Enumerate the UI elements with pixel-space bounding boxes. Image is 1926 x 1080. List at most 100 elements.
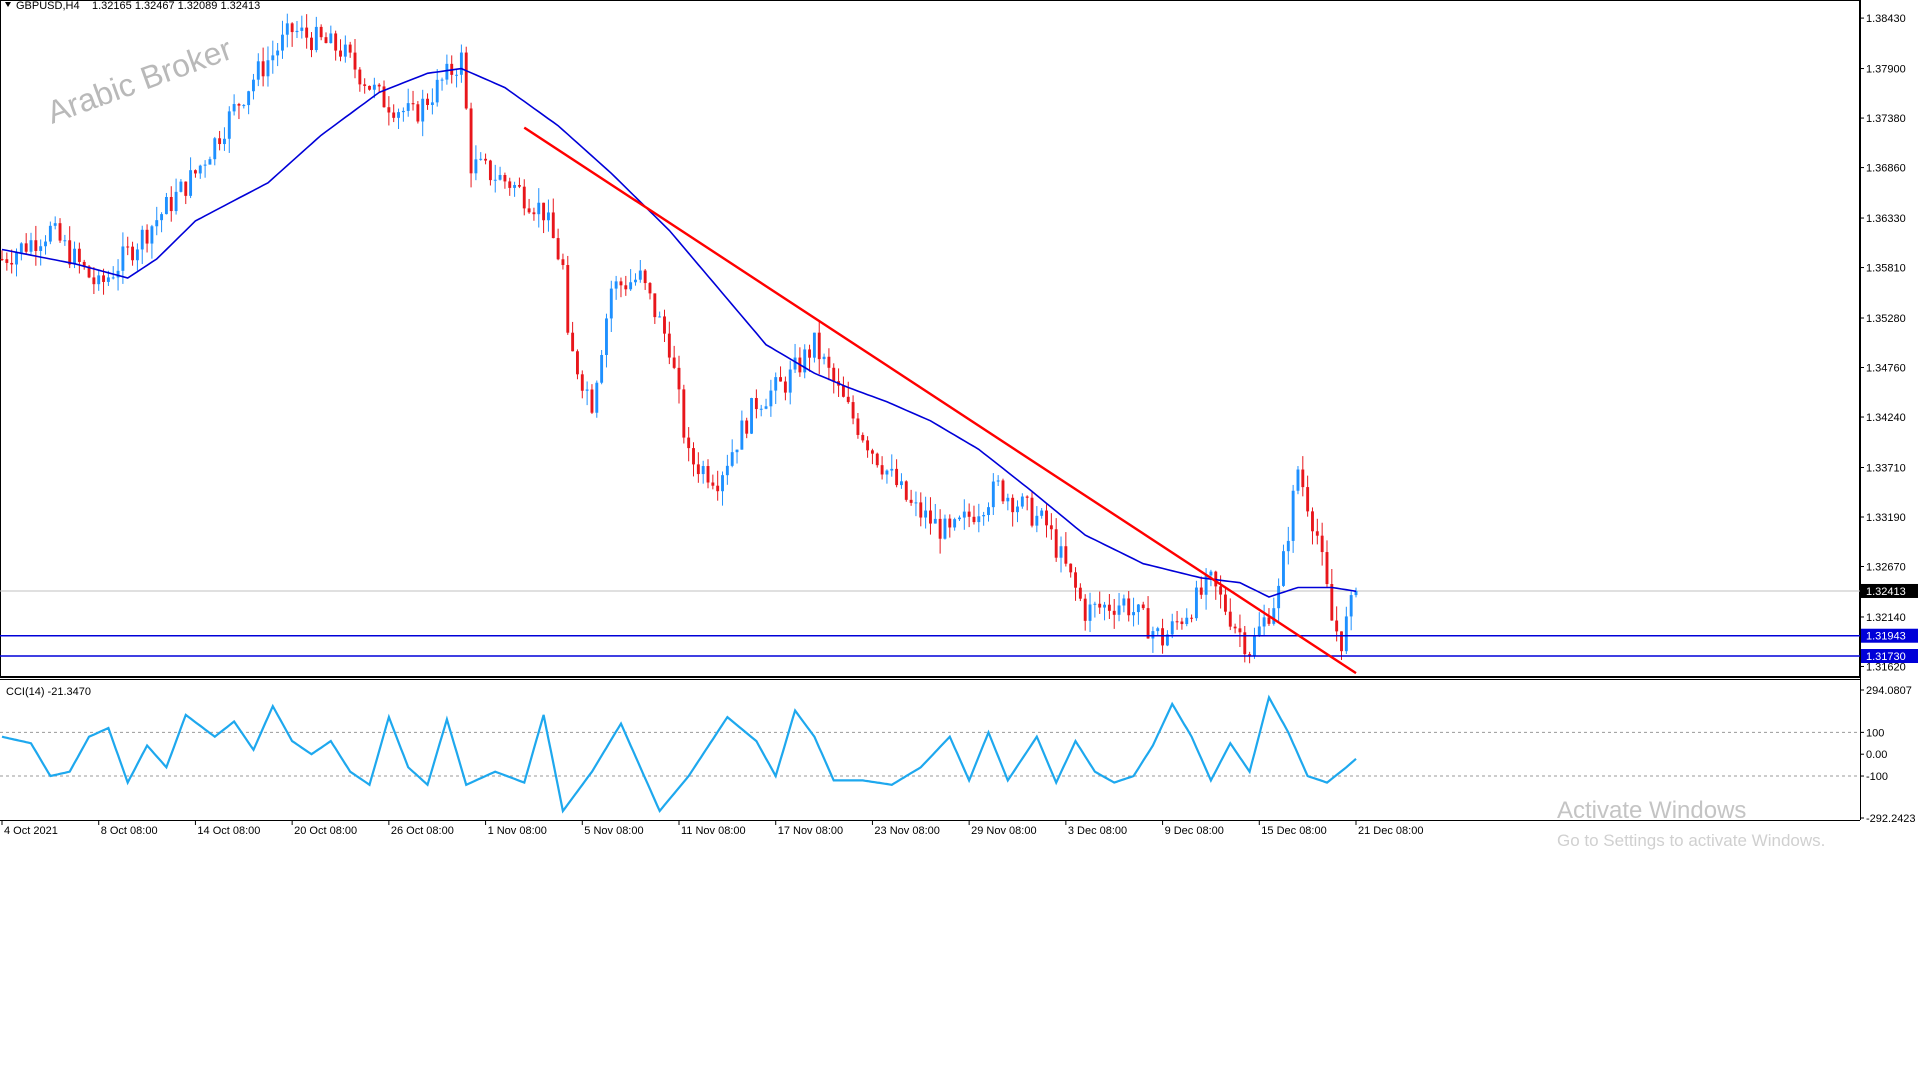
candle-body	[1078, 587, 1082, 599]
candle	[571, 321, 575, 352]
price-tick-label: 1.33190	[1866, 512, 1906, 524]
candle	[416, 101, 420, 124]
candle	[754, 389, 758, 419]
candle	[1025, 495, 1029, 511]
candle-body	[711, 482, 715, 486]
candle	[513, 181, 517, 197]
candle	[1257, 612, 1261, 638]
candle-body	[653, 293, 657, 318]
candle-body	[363, 84, 367, 86]
price-tick-label: 1.37380	[1866, 113, 1906, 125]
downtrend-line	[523, 126, 1357, 675]
candle-body	[266, 60, 270, 77]
candle	[131, 241, 135, 266]
candle-body	[314, 26, 318, 51]
candle-body	[1311, 511, 1314, 532]
chart-menu-triangle-icon[interactable]	[5, 2, 11, 7]
candle	[1248, 651, 1252, 664]
candle-body	[1257, 626, 1261, 636]
candle-body	[1146, 608, 1150, 639]
candle	[750, 397, 753, 435]
candle-body	[382, 86, 386, 108]
candle-body	[1064, 546, 1068, 564]
candle-body	[672, 357, 676, 368]
candle	[667, 321, 671, 365]
candle	[551, 198, 555, 239]
candle-body	[488, 160, 492, 181]
candle-body	[1219, 586, 1223, 595]
support-price-badge	[1861, 649, 1918, 664]
candle-body	[126, 246, 130, 248]
candle-body	[962, 511, 966, 518]
candle-body	[324, 37, 328, 44]
candle-body	[68, 240, 72, 265]
candle-body	[885, 470, 889, 475]
price-tick-label: 1.35810	[1866, 263, 1906, 275]
candle-body	[97, 275, 101, 285]
moving-average-series	[1, 67, 1357, 598]
candle-body	[1277, 585, 1281, 609]
candle	[527, 198, 531, 214]
candle-body	[788, 369, 792, 393]
time-tick-label: 8 Oct 08:00	[101, 825, 158, 837]
time-axis: 4 Oct 2021 8 Oct 08:00 14 Oct 08:00 20 Oct …	[1, 820, 1423, 837]
candle	[0, 250, 4, 261]
candle-body	[24, 243, 28, 252]
candle	[788, 360, 792, 405]
candle-body	[576, 351, 579, 375]
candle	[880, 456, 884, 480]
candle	[203, 160, 207, 178]
candle	[851, 395, 855, 425]
candle	[846, 381, 850, 404]
candle	[929, 497, 932, 535]
candle-body	[213, 138, 217, 160]
candle-body	[914, 502, 918, 504]
candle	[1277, 578, 1281, 623]
candle-body	[1238, 628, 1242, 633]
candle	[643, 268, 647, 290]
candle	[353, 38, 357, 79]
candle	[682, 384, 686, 444]
candle-body	[546, 212, 550, 221]
candle-body	[1083, 598, 1087, 621]
candle	[295, 20, 299, 39]
candle	[566, 255, 570, 335]
time-tick-label: 21 Dec 08:00	[1358, 825, 1423, 837]
candle-body	[1098, 603, 1102, 608]
candle-body	[285, 23, 289, 35]
candle-body	[343, 44, 347, 57]
candle-body	[851, 402, 855, 419]
candle	[266, 46, 270, 87]
candle	[745, 417, 749, 439]
candle-body	[111, 277, 115, 279]
candle-body	[218, 138, 222, 145]
candle-body	[817, 332, 821, 360]
candle	[1253, 627, 1256, 659]
candle	[48, 221, 52, 245]
candle	[977, 503, 981, 533]
candle-body	[590, 389, 594, 413]
candle	[1194, 580, 1198, 621]
candle-body	[958, 517, 961, 520]
candle	[68, 226, 72, 269]
candle-body	[943, 518, 947, 539]
support-price-badge	[1861, 628, 1918, 643]
candle	[324, 32, 328, 44]
candle	[590, 384, 594, 414]
candle	[953, 517, 957, 531]
candle-body	[537, 202, 541, 215]
candle-body	[895, 468, 899, 486]
candle	[285, 13, 289, 48]
candle	[1330, 568, 1334, 621]
candle-body	[1103, 604, 1106, 608]
candle	[39, 239, 43, 266]
candle-body	[73, 248, 76, 265]
candle-body	[532, 212, 536, 215]
candle-body	[140, 229, 144, 250]
trendline-layer[interactable]	[523, 126, 1357, 675]
support-lines[interactable]: 1.31943 1.31730	[0, 628, 1918, 664]
candle	[1078, 583, 1082, 602]
candle	[933, 503, 937, 524]
candle-body	[716, 485, 720, 492]
